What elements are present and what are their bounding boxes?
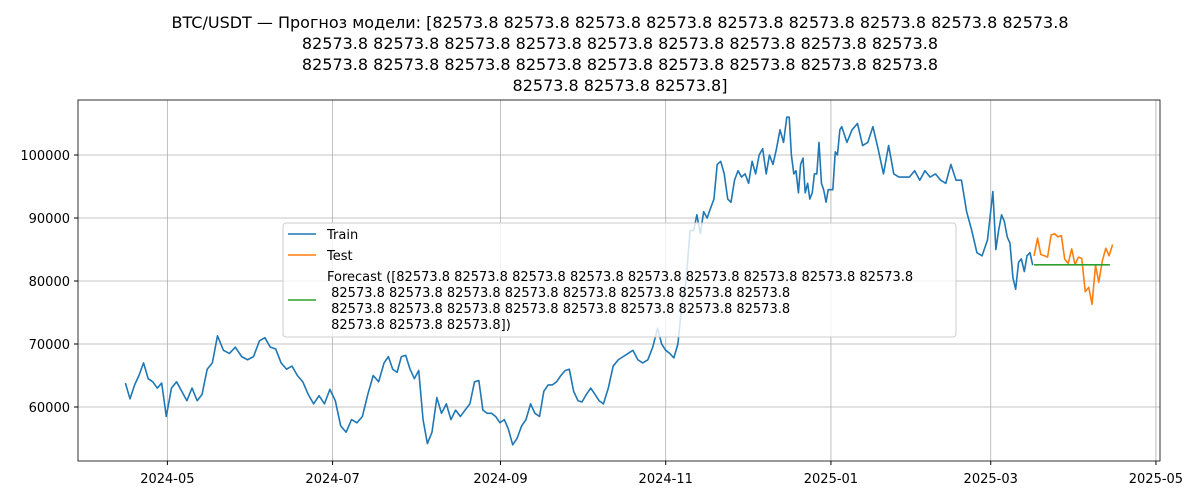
y-tick-label: 100000 <box>20 149 70 164</box>
chart-title: BTC/USDT — Прогноз модели: [82573.8 8257… <box>171 13 1068 95</box>
series-line <box>1033 232 1114 306</box>
x-tick-label: 2024-05 <box>140 472 194 487</box>
x-tick-label: 2024-07 <box>305 472 359 487</box>
legend: Train Test Forecast ([82573.8 82573.8 8257… <box>282 222 957 338</box>
x-tick-label: 2025-05 <box>1129 472 1183 487</box>
y-tick-label: 80000 <box>29 275 70 290</box>
y-tick-label: 90000 <box>29 212 70 227</box>
legend-label: Train <box>326 228 358 243</box>
legend-box <box>282 222 957 338</box>
plot-frame <box>77 99 1161 462</box>
y-tick-label: 70000 <box>29 338 70 353</box>
legend-label: Test <box>326 249 353 264</box>
x-tick-label: 2024-11 <box>639 472 693 487</box>
x-tick-label: 2025-01 <box>804 472 858 487</box>
legend-label: Forecast ([82573.8 82573.8 82573.8 82573… <box>327 270 913 333</box>
y-tick-label: 60000 <box>29 401 70 416</box>
series-line <box>124 116 1034 446</box>
x-tick-label: 2024-09 <box>473 472 527 487</box>
x-tick-label: 2025-03 <box>964 472 1018 487</box>
